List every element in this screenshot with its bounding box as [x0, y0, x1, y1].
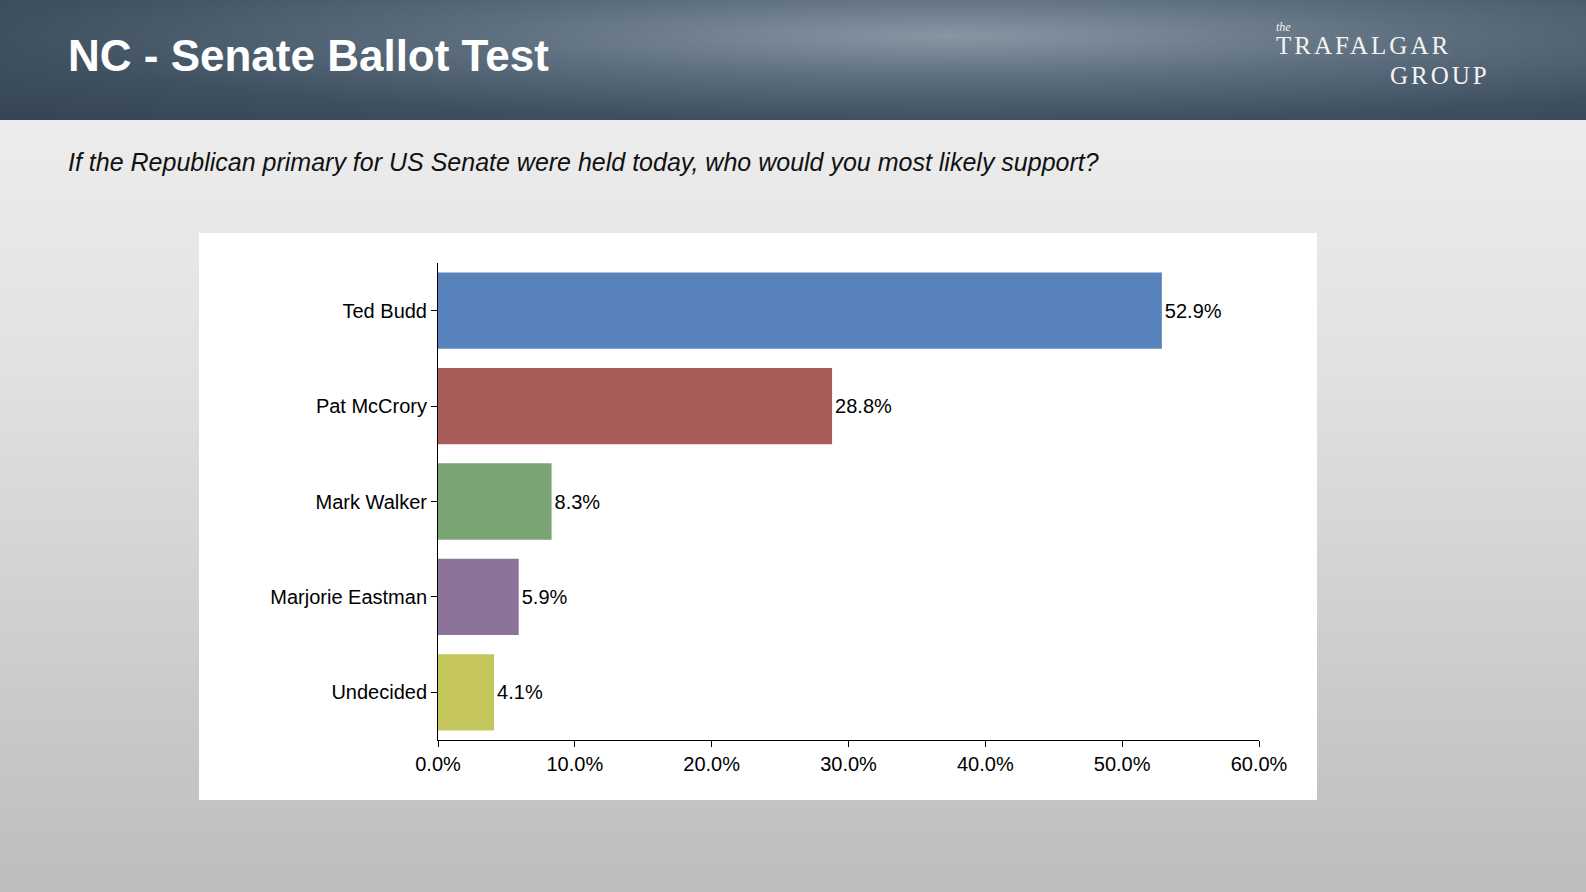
svg-text:Pat McCrory: Pat McCrory [316, 395, 427, 417]
svg-text:30.0%: 30.0% [820, 753, 877, 775]
html-text:If the Republican primary for: If the Republican primary for US Senate … [68, 148, 1099, 176]
svg-text:40.0%: 40.0% [957, 753, 1014, 775]
svg-text:5.9%: 5.9% [522, 586, 568, 608]
svg-text:28.8%: 28.8% [835, 395, 892, 417]
svg-text:10.0%: 10.0% [546, 753, 603, 775]
html-text:GROUP: GROUP [1390, 62, 1490, 89]
svg-text:Marjorie Eastman: Marjorie Eastman [270, 586, 427, 608]
svg-text:4.1%: 4.1% [497, 681, 543, 703]
svg-text:50.0%: 50.0% [1094, 753, 1151, 775]
svg-text:Mark Walker: Mark Walker [316, 491, 428, 513]
svg-text:60.0%: 60.0% [1231, 753, 1288, 775]
svg-text:52.9%: 52.9% [1165, 300, 1222, 322]
svg-text:Ted Budd: Ted Budd [342, 300, 427, 322]
svg-text:Undecided: Undecided [331, 681, 427, 703]
html-text:TRAFALGAR: TRAFALGAR [1276, 32, 1452, 59]
svg-text:0.0%: 0.0% [415, 753, 461, 775]
svg-text:20.0%: 20.0% [683, 753, 740, 775]
html-text:the: the [1276, 20, 1291, 34]
html-text:NC - Senate Ballot Test: NC - Senate Ballot Test [68, 31, 549, 80]
svg-text:8.3%: 8.3% [555, 491, 601, 513]
